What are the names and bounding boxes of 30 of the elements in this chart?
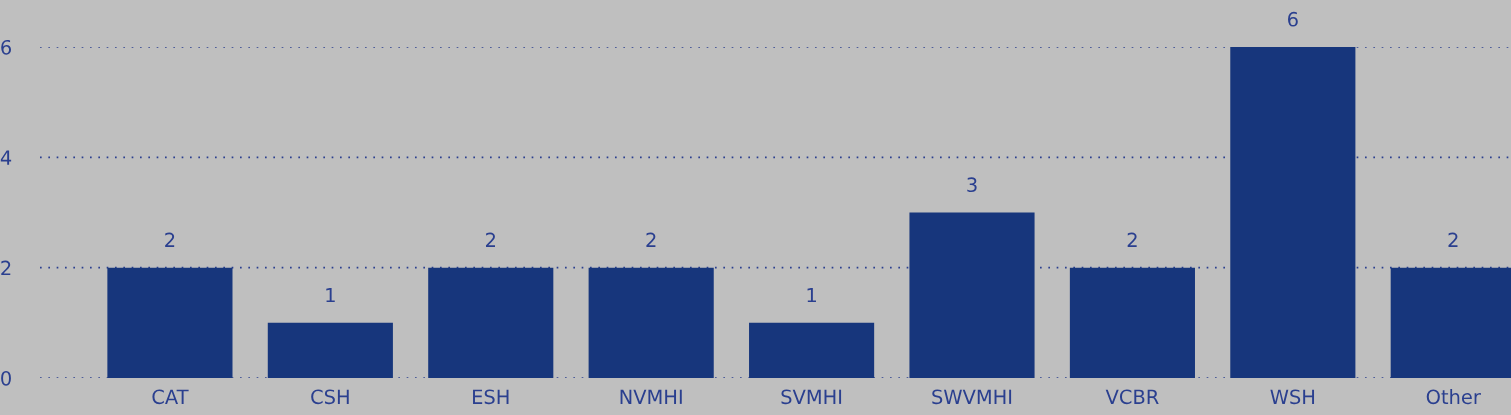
- data-label: 2: [486, 232, 495, 247]
- data-label: 3: [967, 177, 977, 193]
- bar: [749, 322, 875, 378]
- x-tick-label: SVMHI: [781, 389, 842, 405]
- x-tick-label: VCBR: [1105, 389, 1159, 405]
- data-label: 2: [165, 232, 175, 247]
- x-tick-label: CAT: [152, 389, 189, 405]
- bar: [588, 267, 714, 378]
- x-tick-label: NVMHI: [620, 389, 682, 404]
- x-tick-label: ESH: [473, 389, 509, 405]
- data-label: 1: [807, 287, 816, 303]
- bar: [428, 267, 554, 378]
- bar: [909, 212, 1035, 378]
- x-tick-label: WSH: [1270, 389, 1315, 405]
- x-tick-label: SWVMHI: [932, 389, 1012, 405]
- data-label: 6: [1288, 11, 1298, 27]
- data-label: 2: [646, 232, 656, 247]
- y-tick-label: 2: [1, 260, 11, 276]
- data-label: 1: [326, 287, 335, 303]
- y-tick-label: 6: [1, 39, 11, 55]
- bar: [267, 322, 393, 378]
- data-label: 2: [1448, 232, 1458, 247]
- data-label: 2: [1127, 232, 1137, 247]
- x-tick-label: Other: [1426, 389, 1481, 405]
- bar: [1230, 47, 1356, 378]
- bar: [1069, 267, 1195, 378]
- bar: [107, 267, 233, 378]
- x-tick-label: CSH: [311, 389, 349, 405]
- y-tick-label: 4: [0, 150, 12, 165]
- y-tick-label: 0: [1, 370, 11, 386]
